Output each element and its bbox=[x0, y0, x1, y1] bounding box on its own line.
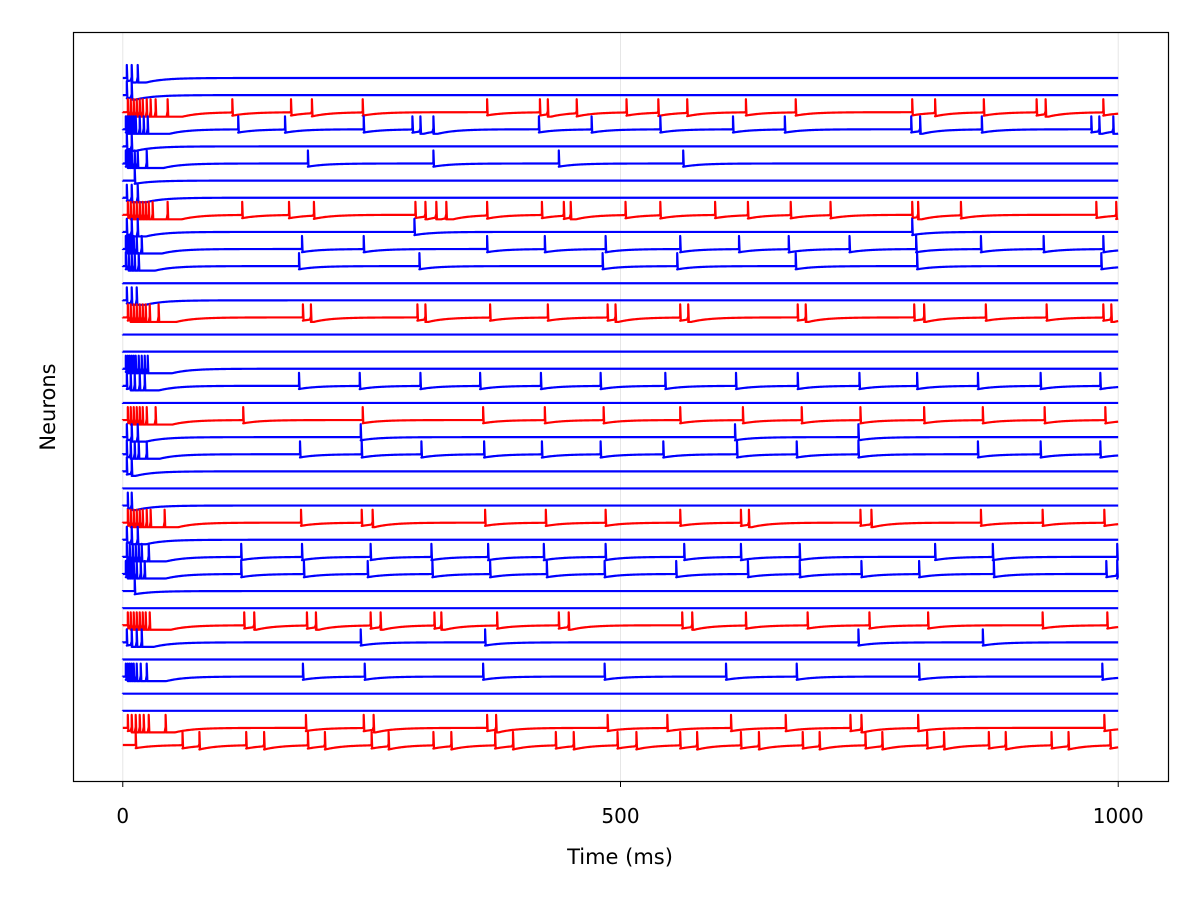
grid-lines bbox=[123, 32, 1118, 781]
x-tick-label: 500 bbox=[601, 804, 639, 828]
x-tick-label: 0 bbox=[116, 804, 129, 828]
x-axis-ticks: 0 500 1000 bbox=[116, 781, 1143, 828]
x-tick-label: 1000 bbox=[1093, 804, 1144, 828]
y-axis-label: Neurons bbox=[36, 363, 60, 450]
x-axis-label: Time (ms) bbox=[566, 845, 673, 869]
